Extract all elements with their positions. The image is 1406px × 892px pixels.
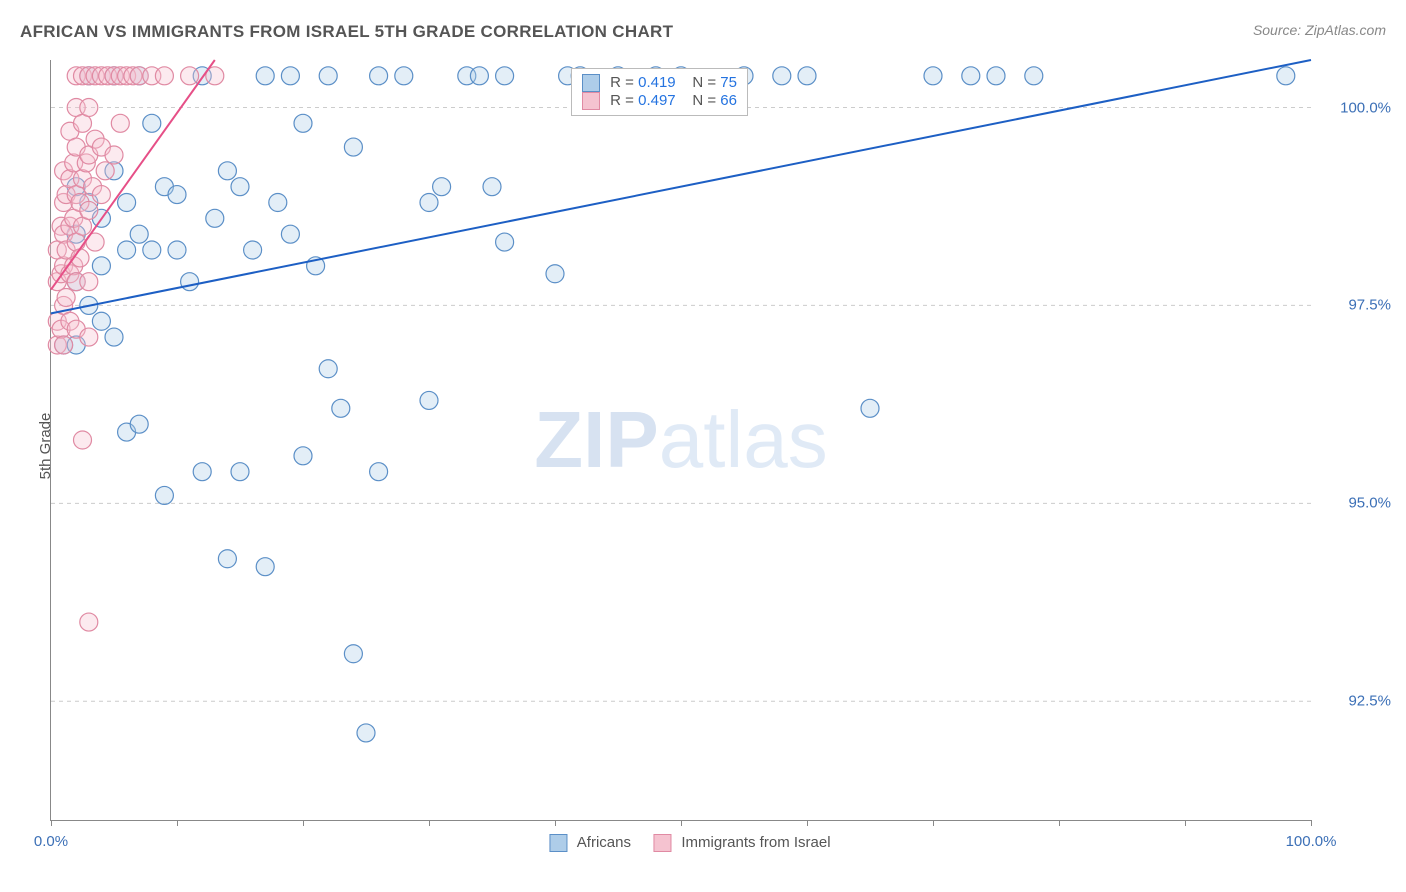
legend-swatch-africans-icon xyxy=(549,834,567,852)
xtick xyxy=(933,820,934,826)
xtick xyxy=(1185,820,1186,826)
chart-source: Source: ZipAtlas.com xyxy=(1253,22,1386,38)
r-value-israel: 0.497 xyxy=(638,92,676,109)
xtick xyxy=(1311,820,1312,826)
r-value-africans: 0.419 xyxy=(638,74,676,91)
xtick xyxy=(429,820,430,826)
n-value-israel: 66 xyxy=(720,92,737,109)
stats-row-africans: R = 0.419 N = 75 xyxy=(582,74,737,92)
plot-area: ZIPatlas 92.5%95.0%97.5%100.0% 0.0%100.0… xyxy=(50,60,1311,821)
scatter-svg xyxy=(51,60,1311,820)
swatch-israel-icon xyxy=(582,92,600,110)
xtick xyxy=(177,820,178,826)
n-label: N = xyxy=(692,74,716,91)
ytick-label: 92.5% xyxy=(1321,693,1391,710)
xtick-label: 100.0% xyxy=(1286,833,1337,850)
n-value-africans: 75 xyxy=(720,74,737,91)
xtick xyxy=(555,820,556,826)
ytick-label: 97.5% xyxy=(1321,297,1391,314)
xtick xyxy=(681,820,682,826)
stats-box: R = 0.419 N = 75 R = 0.497 N = 66 xyxy=(571,68,748,116)
ytick-label: 95.0% xyxy=(1321,495,1391,512)
r-label: R = xyxy=(610,74,634,91)
xtick xyxy=(1059,820,1060,826)
xtick xyxy=(51,820,52,826)
xtick xyxy=(303,820,304,826)
stats-row-israel: R = 0.497 N = 66 xyxy=(582,92,737,110)
r-label: R = xyxy=(610,92,634,109)
xtick-label: 0.0% xyxy=(34,833,68,850)
legend-bottom: Africans Immigrants from Israel xyxy=(531,834,830,852)
chart-title: AFRICAN VS IMMIGRANTS FROM ISRAEL 5TH GR… xyxy=(20,22,673,42)
legend-label-israel: Immigrants from Israel xyxy=(681,834,830,851)
xtick xyxy=(807,820,808,826)
n-label: N = xyxy=(692,92,716,109)
ytick-label: 100.0% xyxy=(1321,99,1391,116)
legend-label-africans: Africans xyxy=(577,834,631,851)
swatch-africans-icon xyxy=(582,74,600,92)
legend-swatch-israel-icon xyxy=(653,834,671,852)
